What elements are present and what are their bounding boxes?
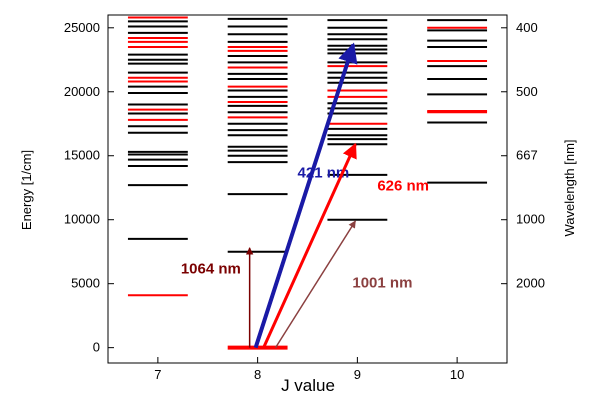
- transition-arrow: [262, 142, 357, 349]
- right-tick-label: 2000: [516, 276, 545, 291]
- x-tick-label: 9: [354, 367, 361, 382]
- y-tick-label: 0: [93, 340, 100, 355]
- transition-arrow: [274, 220, 357, 349]
- right-tick-label: 1000: [516, 212, 545, 227]
- y-tick-label: 10000: [64, 212, 100, 227]
- x-axis-label: J value: [281, 376, 335, 395]
- x-tick-label: 8: [254, 367, 261, 382]
- y-tick-label: 20000: [64, 84, 100, 99]
- y-axis-label-right: Wavelength [nm]: [562, 139, 577, 236]
- plot-frame: [107, 14, 508, 364]
- transition-arrow: [253, 42, 358, 349]
- right-tick-label: 500: [516, 84, 538, 99]
- x-tick-label: 10: [450, 367, 464, 382]
- y-tick-label: 25000: [64, 20, 100, 35]
- y-tick-label: 5000: [71, 276, 100, 291]
- transition-arrows: 421 nm 626 nm 1001 nm 1064 nm: [181, 42, 429, 349]
- energy-levels: [127, 16, 488, 350]
- transition-label: 1001 nm: [352, 275, 412, 292]
- x-tick-label: 7: [154, 367, 161, 382]
- transition-label: 1064 nm: [181, 260, 241, 277]
- y-axis-label-left: Energy [1/cm]: [19, 150, 34, 230]
- right-tick-label: 400: [516, 20, 538, 35]
- right-tick-label: 667: [516, 148, 538, 163]
- axis-ticks: 0 5000 10000 15000 20000 25000 400 500 667 1000 20…: [64, 20, 545, 382]
- transition-label: 626 nm: [377, 177, 429, 194]
- transition-label: 421 nm: [298, 164, 350, 181]
- y-tick-label: 15000: [64, 148, 100, 163]
